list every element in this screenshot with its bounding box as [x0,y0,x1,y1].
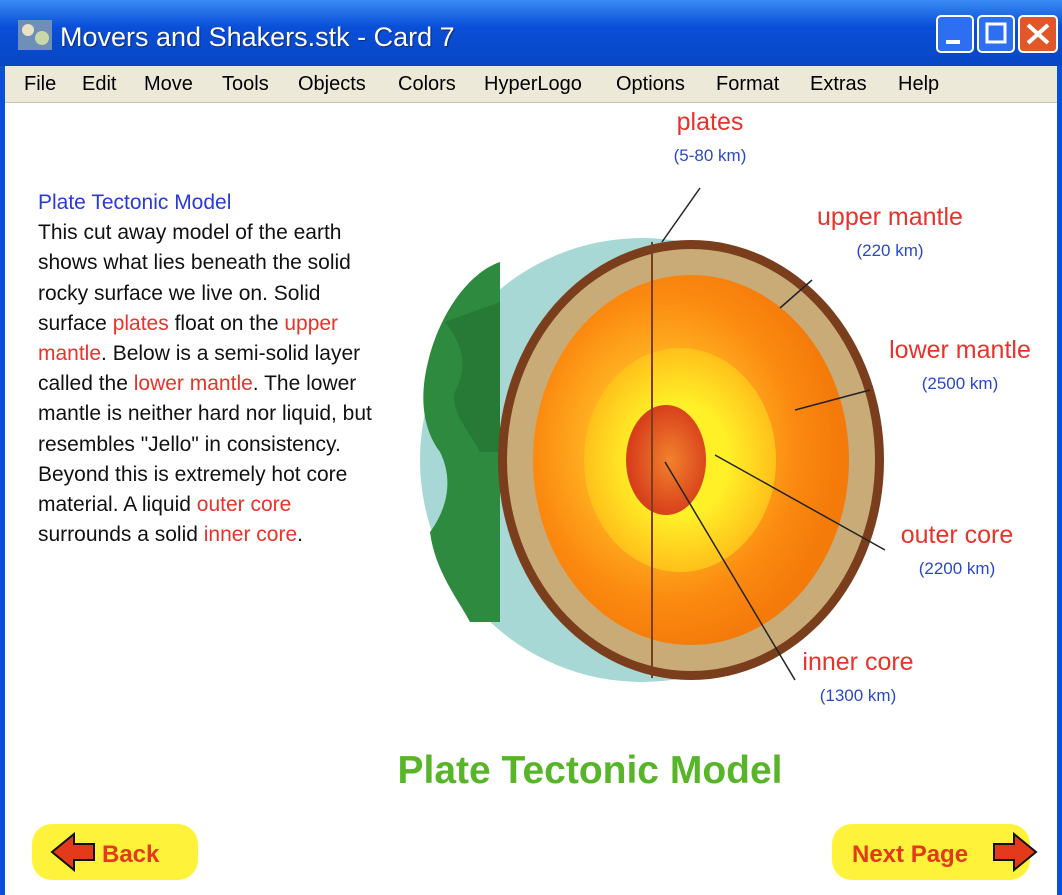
menu-item[interactable]: Colors [398,73,456,95]
next-button[interactable]: Next Page [832,824,1038,880]
layer-thickness: (2500 km) [922,374,999,393]
menu-item[interactable]: Edit [82,73,117,95]
menu-item[interactable]: Options [616,73,685,95]
menu-bar: File Edit Move Tools Objects Colors HyperLogo O… [4,66,1058,103]
body-text: float on the [168,311,285,335]
next-label: Next Page [852,841,968,868]
highlight-term: outer core [196,493,292,517]
body-text: . Below is a semi-solid layer called the [38,342,361,396]
inner-core [626,405,706,515]
layer-thickness: (220 km) [856,241,923,260]
body-text: . [297,523,303,547]
title-bar: Movers and Shakers.stk - Card 7 [0,0,1062,66]
body-text: This cut away model of the earth shows w… [38,221,351,335]
menu-item[interactable]: Extras [810,73,867,95]
maximize-button[interactable] [977,15,1015,53]
menu-item[interactable]: Objects [298,73,366,95]
description: Plate Tectonic Model This cut away model… [38,188,383,550]
menu-item[interactable]: Format [716,73,780,95]
minimize-button[interactable] [936,15,974,53]
highlight-term: lower mantle [133,372,253,396]
earth-diagram [420,238,884,682]
window-title: Movers and Shakers.stk - Card 7 [60,22,455,52]
layer-name: outer core [901,521,1014,549]
menu-item[interactable]: HyperLogo [484,73,582,95]
layer-name: upper mantle [817,203,963,231]
menu-item[interactable]: Help [898,73,940,95]
window-frame [0,66,5,895]
highlight-term: inner core [203,523,298,547]
card-title: Plate Tectonic Model [397,749,782,792]
layer-name: lower mantle [889,336,1031,364]
menu-item[interactable]: Tools [222,73,269,95]
description-heading: Plate Tectonic Model [38,191,232,214]
layer-thickness: (1300 km) [820,686,897,705]
continent [445,302,500,452]
app-icon [18,20,52,50]
highlight-term: upper mantle [38,311,339,366]
leader-lines [661,187,886,681]
menu-item[interactable]: Move [144,73,193,95]
window-controls [936,15,1058,53]
back-button[interactable]: Back [32,824,198,880]
window-frame [1057,66,1062,895]
body-text: surrounds a solid [38,523,204,547]
layer-thickness: (5-80 km) [674,146,747,165]
body-text: . The lower mantle is neither hard nor l… [38,372,372,517]
back-label: Back [102,841,160,868]
layer-name: plates [677,108,744,136]
layer-name: inner core [802,648,913,676]
highlight-term: plates [112,311,169,335]
layer-thickness: (2200 km) [919,559,996,578]
menu-item[interactable]: File [24,73,57,95]
card: Plate Tectonic Model Back Next Page plat… [32,108,1038,880]
